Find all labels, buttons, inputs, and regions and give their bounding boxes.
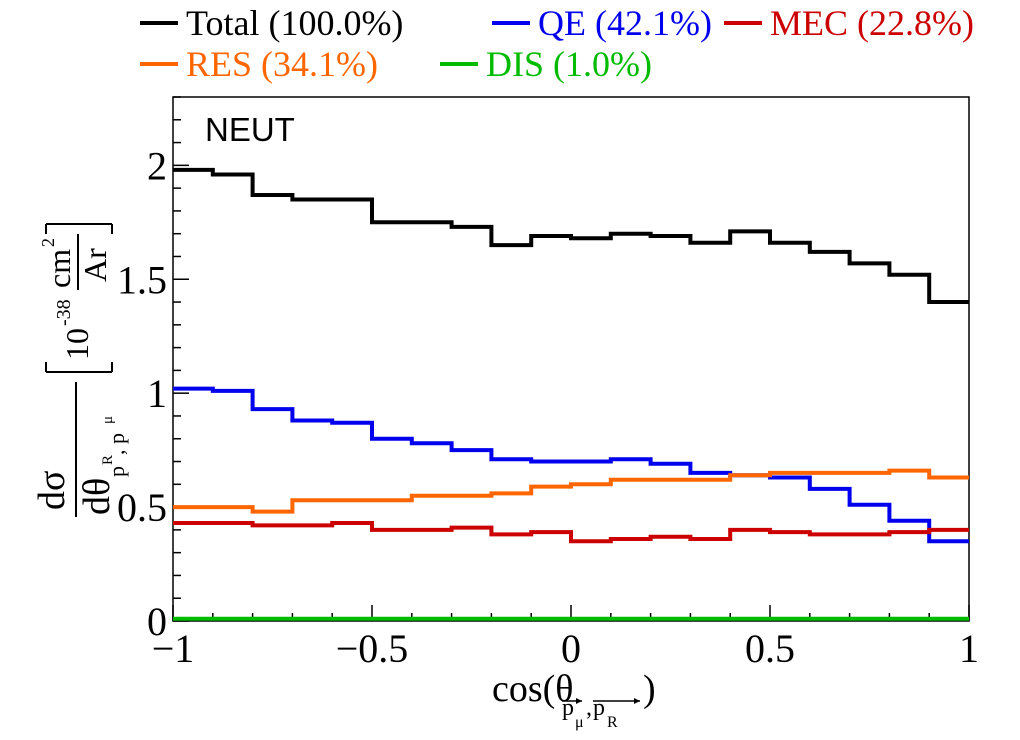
x-tick-label: 1 bbox=[959, 626, 979, 671]
series-line-qe bbox=[173, 386, 969, 544]
series-line-res bbox=[173, 468, 969, 514]
x-tick-label: −1 bbox=[152, 626, 195, 671]
legend: Total (100.0%) QE (42.1%) MEC (22.8%) RES (… bbox=[140, 3, 974, 84]
y-tick-label: 2 bbox=[147, 143, 167, 188]
y-axis-label-unit-exp: -38 bbox=[53, 299, 75, 326]
y-axis-label-denominator: dθ bbox=[76, 478, 118, 515]
y-axis-label-unit-numerator: cm bbox=[41, 249, 77, 288]
x-axis-label-sub2: p bbox=[593, 695, 605, 721]
legend-item-qe: QE (42.1%) bbox=[492, 3, 712, 43]
y-axis-label-unit-prefix: 10 bbox=[59, 328, 95, 360]
series-group bbox=[173, 167, 969, 621]
legend-label: DIS (1.0%) bbox=[486, 44, 652, 84]
legend-label: MEC (22.8%) bbox=[770, 3, 974, 43]
legend-label: QE (42.1%) bbox=[538, 3, 712, 43]
y-tick-label: 0.5 bbox=[117, 485, 167, 530]
legend-item-total: Total (100.0%) bbox=[140, 3, 403, 43]
y-axis-label-denominator-sup2: μ bbox=[100, 416, 116, 424]
y-axis-label-denominator-sup1: R bbox=[100, 455, 116, 465]
x-tick-label: 0 bbox=[561, 626, 581, 671]
y-axis-label-denominator-sub: p bbox=[104, 466, 129, 477]
y-axis-label-unit-denominator: Ar bbox=[77, 248, 113, 282]
x-axis-label: cos(θ p μ , p R ) bbox=[492, 668, 656, 731]
legend-item-res: RES (34.1%) bbox=[140, 44, 378, 84]
svg-text:,: , bbox=[586, 695, 592, 721]
y-tick-label: 0 bbox=[147, 599, 167, 644]
svg-text:cos(θ: cos(θ bbox=[492, 668, 574, 710]
axis-ticks: −1 −0.5 0 0.5 1 0 0.5 1 1.5 2 bbox=[117, 96, 979, 671]
annotation-label: NEUT bbox=[205, 111, 295, 148]
legend-item-mec: MEC (22.8%) bbox=[724, 3, 974, 43]
y-tick-label: 1 bbox=[147, 371, 167, 416]
legend-label: RES (34.1%) bbox=[186, 44, 378, 84]
x-axis-label-close: ) bbox=[643, 668, 656, 710]
series-line-mec bbox=[173, 521, 969, 544]
x-axis-label-sub2-sub: R bbox=[607, 714, 618, 731]
y-axis-label-unit-numerator-exp: 2 bbox=[38, 238, 58, 247]
x-axis-label-sub1-sub: μ bbox=[575, 714, 584, 731]
legend-label: Total (100.0%) bbox=[186, 3, 403, 43]
legend-item-dis: DIS (1.0%) bbox=[440, 44, 652, 84]
y-axis-label: dσ dθ p R , p μ 10 -38 cm 2 Ar bbox=[31, 223, 129, 517]
x-tick-label: 0.5 bbox=[745, 626, 795, 671]
x-tick-label: −0.5 bbox=[336, 626, 409, 671]
y-axis-label-denominator-sep: , p bbox=[104, 433, 129, 455]
y-tick-label: 1.5 bbox=[117, 257, 167, 302]
y-axis-label-numerator: dσ bbox=[31, 471, 73, 510]
x-axis-label-sub1: p bbox=[562, 695, 574, 721]
x-axis-label-main: cos(θ bbox=[492, 668, 574, 710]
series-line-total bbox=[173, 167, 969, 305]
